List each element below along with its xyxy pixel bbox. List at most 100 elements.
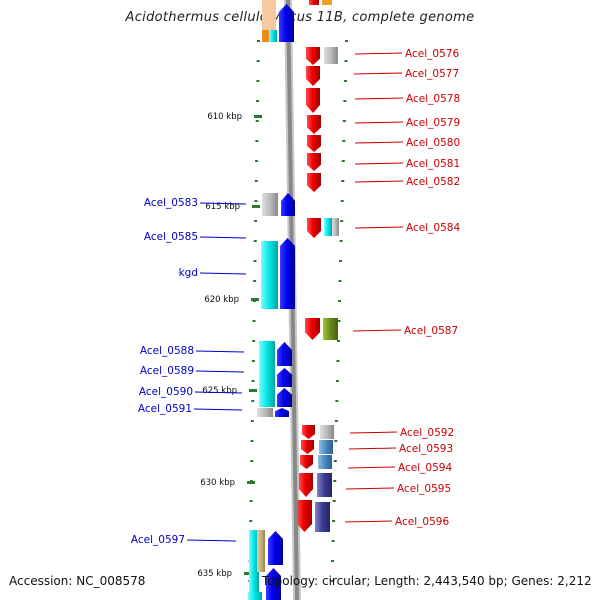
- reverse-gene-label: Acel_0584: [406, 222, 460, 234]
- orf-block: [262, 0, 276, 30]
- orf-block: [261, 241, 278, 309]
- genome-summary-text: Topology: circular; Length: 2,443,540 bp…: [262, 574, 592, 588]
- reverse-gene: [301, 440, 314, 454]
- minor-tick: [345, 40, 348, 42]
- major-tick: [244, 572, 252, 575]
- minor-tick: [249, 500, 253, 502]
- reverse-gene: [307, 153, 321, 171]
- minor-tick: [336, 340, 340, 342]
- major-tick: [252, 205, 260, 208]
- reverse-gene: [306, 47, 320, 65]
- minor-tick: [249, 520, 253, 522]
- major-tick: [254, 115, 262, 118]
- minor-tick: [332, 520, 336, 522]
- orf-block: [317, 473, 332, 497]
- reverse-gene-label: Acel_0587: [404, 325, 458, 337]
- reverse-label-leader: [352, 329, 402, 332]
- minor-tick: [252, 340, 256, 342]
- major-tick: [247, 481, 255, 484]
- reverse-gene-label: Acel_0594: [398, 462, 452, 474]
- minor-tick: [250, 420, 254, 422]
- reverse-label-leader: [345, 487, 395, 490]
- reverse-gene-label: Acel_0581: [406, 158, 460, 170]
- orf-block: [320, 425, 334, 439]
- accession-text: Accession: NC_008578: [9, 574, 146, 588]
- reverse-gene-label: Acel_0576: [405, 48, 459, 60]
- forward-label-leader: [199, 272, 247, 275]
- forward-gene: [280, 238, 295, 309]
- reverse-gene-label: Acel_0580: [406, 137, 460, 149]
- minor-tick: [257, 40, 260, 42]
- reverse-gene-label: Acel_0578: [406, 93, 460, 105]
- forward-label-leader: [199, 236, 247, 239]
- minor-tick: [342, 120, 346, 122]
- minor-tick: [341, 180, 345, 182]
- reverse-label-leader: [354, 226, 404, 229]
- minor-tick: [334, 440, 338, 442]
- major-tick: [249, 389, 257, 392]
- reverse-label-leader: [354, 141, 404, 144]
- forward-gene: [277, 368, 292, 387]
- reverse-label-leader: [354, 97, 404, 100]
- minor-tick: [331, 540, 335, 542]
- reverse-gene: [309, 0, 319, 5]
- reverse-label-leader: [354, 52, 403, 55]
- reverse-gene: [305, 318, 320, 340]
- orf-block: [318, 455, 332, 469]
- minor-tick: [256, 80, 260, 82]
- minor-tick: [343, 80, 347, 82]
- forward-label-leader: [194, 391, 243, 394]
- minor-tick: [339, 260, 343, 262]
- forward-gene: [277, 342, 292, 366]
- reverse-label-leader: [348, 447, 397, 450]
- orf-block: [248, 592, 262, 600]
- forward-label-leader: [193, 408, 243, 411]
- reverse-label-leader: [349, 431, 398, 434]
- minor-tick: [337, 320, 341, 322]
- orf-block: [249, 530, 259, 600]
- minor-tick: [256, 100, 260, 102]
- orf-block: [323, 318, 338, 340]
- reverse-gene: [307, 173, 321, 192]
- minor-tick: [333, 480, 337, 482]
- orf-block: [324, 218, 332, 236]
- map-title: Acidothermus cellulolyticus 11B, complet…: [125, 10, 475, 25]
- orf-block: [257, 408, 273, 417]
- orf-block: [319, 440, 333, 454]
- forward-gene: [268, 531, 283, 565]
- reverse-gene-label: Acel_0596: [395, 516, 449, 528]
- forward-gene-label: Acel_0583: [144, 197, 198, 209]
- reverse-gene: [306, 66, 320, 86]
- reverse-gene: [306, 88, 320, 113]
- minor-tick: [252, 320, 256, 322]
- minor-tick: [335, 400, 339, 402]
- minor-tick: [340, 220, 344, 222]
- scale-label: 635 kbp: [197, 569, 232, 579]
- forward-label-leader: [186, 539, 237, 542]
- orf-block: [262, 193, 278, 216]
- reverse-label-leader: [344, 520, 393, 523]
- forward-label-leader: [199, 202, 247, 205]
- minor-tick: [339, 240, 343, 242]
- minor-tick: [255, 120, 259, 122]
- reverse-label-leader: [354, 162, 404, 165]
- scale-label: 625 kbp: [202, 386, 237, 396]
- reverse-gene: [300, 455, 313, 469]
- minor-tick: [340, 200, 344, 202]
- reverse-label-leader: [354, 180, 404, 183]
- minor-tick: [250, 460, 254, 462]
- reverse-gene-label: Acel_0593: [399, 443, 453, 455]
- minor-tick: [253, 240, 257, 242]
- reverse-gene-label: Acel_0577: [405, 68, 459, 80]
- minor-tick: [335, 380, 339, 382]
- reverse-gene: [302, 425, 315, 439]
- orf-block: [269, 30, 277, 42]
- minor-tick: [334, 420, 338, 422]
- reverse-label-leader: [354, 121, 404, 124]
- minor-tick: [251, 380, 255, 382]
- forward-gene-label: Acel_0588: [140, 345, 194, 357]
- orf-block: [262, 30, 269, 42]
- minor-tick: [253, 280, 257, 282]
- reverse-gene-label: Acel_0579: [406, 117, 460, 129]
